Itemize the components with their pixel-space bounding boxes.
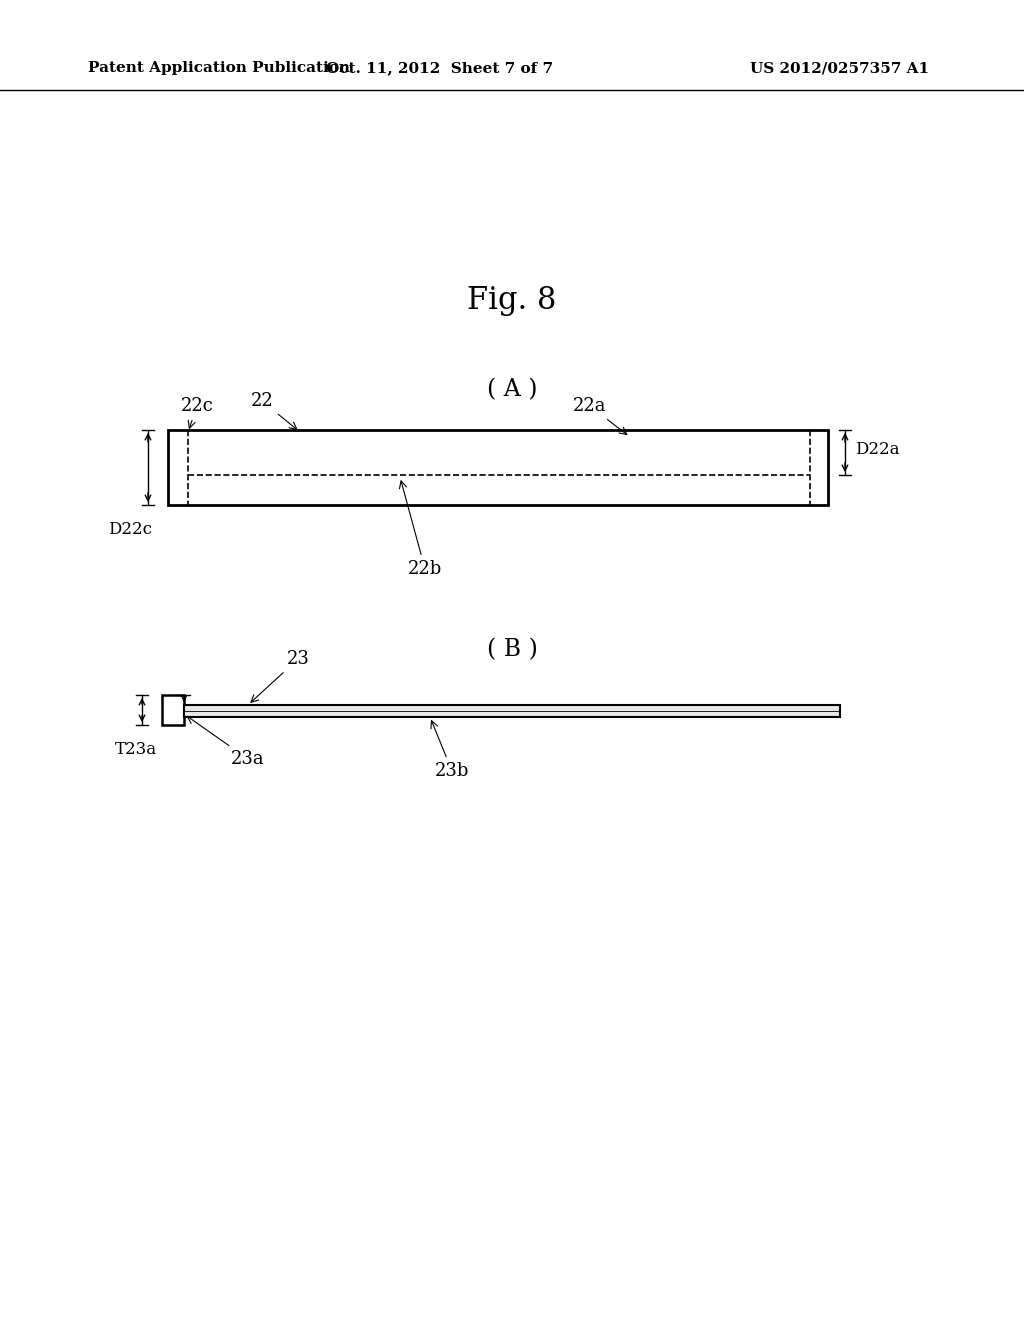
Text: ( A ): ( A ) — [486, 379, 538, 401]
Text: 22c: 22c — [180, 397, 213, 428]
Text: 22: 22 — [251, 392, 297, 429]
Text: T23a: T23a — [115, 742, 157, 759]
Text: D22c: D22c — [108, 521, 152, 539]
Text: US 2012/0257357 A1: US 2012/0257357 A1 — [750, 61, 929, 75]
Text: 23b: 23b — [431, 721, 469, 780]
Text: 22a: 22a — [573, 397, 627, 434]
Text: 23a: 23a — [187, 717, 265, 768]
Text: Fig. 8: Fig. 8 — [467, 285, 557, 315]
Bar — [184, 705, 840, 717]
Text: ( B ): ( B ) — [486, 639, 538, 661]
Text: Patent Application Publication: Patent Application Publication — [88, 61, 350, 75]
Text: 22b: 22b — [399, 480, 442, 578]
Bar — [168, 430, 828, 506]
Text: D22a: D22a — [855, 441, 899, 458]
Text: 23: 23 — [251, 649, 309, 702]
Bar — [162, 696, 184, 725]
Text: Oct. 11, 2012  Sheet 7 of 7: Oct. 11, 2012 Sheet 7 of 7 — [327, 61, 554, 75]
